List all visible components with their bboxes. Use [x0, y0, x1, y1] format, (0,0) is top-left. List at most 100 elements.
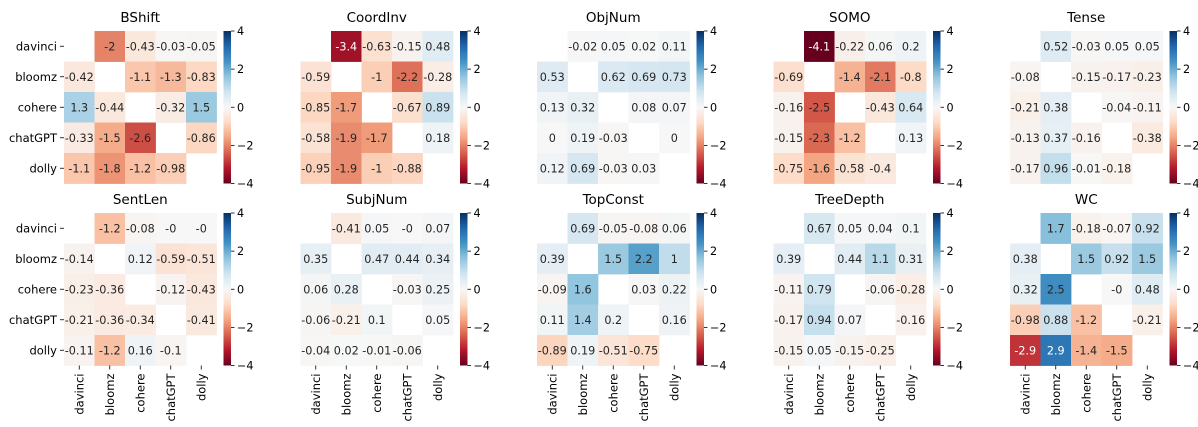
cell-value-label: -0.28 [896, 283, 925, 296]
cell-value-label: -0.88 [393, 162, 422, 175]
cell-value-label: 0.31 [898, 253, 923, 266]
cell-value-label: -0.06 [393, 344, 422, 357]
cell-value-label: -0.8 [900, 71, 922, 84]
cell-value-label: 0.06 [303, 283, 328, 296]
cell-value-label: -0.86 [187, 132, 216, 145]
heatmap-cell [537, 92, 568, 123]
cell-value-label: 0 [549, 132, 556, 145]
cell-value-label: -0.07 [1102, 222, 1131, 235]
heatmap-cell [361, 61, 393, 93]
heatmap-cell [773, 243, 805, 275]
heatmap-cell [300, 304, 332, 336]
panel-title: BShift [120, 10, 160, 26]
cell-value-label: 0.13 [540, 101, 565, 114]
colorbar [223, 31, 231, 184]
cell-value-label: -0.28 [423, 71, 452, 84]
heatmap-cell [628, 92, 660, 123]
cell-value-label: -0.05 [187, 40, 216, 53]
cell-value-label: -0.41 [332, 222, 361, 235]
heatmap-cell [1010, 61, 1041, 93]
heatmap-cell [804, 335, 835, 366]
cell-value-label: -1 [371, 71, 382, 84]
cell-value-label: -0.75 [774, 162, 803, 175]
heatmap-cell [392, 92, 423, 123]
cell-value-label: 0.38 [1043, 101, 1068, 114]
heatmap-cell [1101, 335, 1133, 366]
cell-value-label: 0.19 [570, 132, 595, 145]
colorbar-tick-label: −2 [1183, 321, 1198, 334]
x-tick-label: dolly [431, 373, 445, 401]
heatmap-cell [1010, 243, 1041, 275]
cell-value-label: -0.13 [1011, 132, 1040, 145]
heatmap-cell [331, 274, 362, 305]
cell-value-label: 1 [671, 253, 678, 266]
cell-value-label: -0.11 [65, 344, 94, 357]
heatmap-cell [1101, 274, 1133, 305]
heatmap-cell [804, 153, 835, 184]
heatmap-cell [331, 122, 362, 154]
cell-value-label: -0.59 [156, 253, 185, 266]
y-tick-label: cohere [18, 100, 57, 114]
cell-value-label: -1.9 [335, 162, 357, 175]
colorbar-tick-label: 4 [237, 25, 244, 38]
x-tick-label: davinci [782, 374, 796, 415]
colorbar-tick-label: −2 [237, 139, 254, 152]
cell-value-label: -1 [371, 162, 382, 175]
colorbar-tick-label: 4 [710, 207, 717, 220]
heatmap-cell [1132, 122, 1163, 154]
colorbar-tick-label: −4 [474, 178, 491, 191]
colorbar-tick-label: −4 [1183, 360, 1198, 373]
x-tick-label: chatGPT [637, 373, 651, 422]
heatmap-cell [537, 274, 568, 305]
colorbar-tick-label: −2 [237, 321, 254, 334]
x-tick-label: davinci [1018, 374, 1032, 415]
heatmap-cell [331, 31, 362, 62]
cell-value-label: -1.4 [839, 71, 861, 84]
cell-value-label: 0.52 [1043, 40, 1068, 53]
colorbar-tick-label: 0 [237, 101, 244, 114]
cell-value-label: 0.05 [807, 344, 832, 357]
heatmap-cell [1132, 92, 1163, 123]
cell-value-label: -2 [104, 40, 115, 53]
heatmap-cell [155, 31, 187, 62]
heatmap-cell [155, 213, 187, 244]
cell-value-label: -0.85 [301, 101, 330, 114]
heatmap-cell [331, 153, 362, 184]
cell-value-label: -0.03 [599, 162, 628, 175]
cell-value-label: 0.11 [662, 40, 687, 53]
heatmap-cell [834, 304, 866, 336]
heatmap-cell [1071, 335, 1102, 366]
heatmap-cell [300, 61, 332, 93]
x-tick-label: cohere [843, 374, 857, 413]
y-tick-label: davinci [16, 39, 57, 53]
cell-value-label: -1.2 [99, 222, 121, 235]
heatmap-cell [331, 304, 362, 336]
colorbar-tick-label: 0 [947, 101, 954, 114]
colorbar-tick-label: 4 [710, 25, 717, 38]
heatmap-cell [1040, 304, 1072, 336]
cell-value-label: 0.48 [425, 40, 450, 53]
panel-title: TopConst [582, 192, 644, 208]
heatmap-cell [598, 122, 629, 154]
heatmap-cell [598, 61, 629, 93]
cell-value-label: -0.41 [187, 314, 216, 327]
heatmap-cell [804, 92, 835, 123]
cell-value-label: -0.21 [65, 314, 94, 327]
heatmap-cell [1101, 153, 1133, 184]
heatmap-cell [125, 335, 156, 366]
heatmap-cell [865, 153, 896, 184]
cell-value-label: -0.75 [629, 344, 658, 357]
colorbar [1169, 31, 1177, 184]
panel-title: SubjNum [346, 192, 407, 208]
x-tick-label: bloomz [103, 374, 117, 416]
cell-value-label: -1.5 [1106, 344, 1128, 357]
cell-value-label: -0.01 [362, 344, 391, 357]
heatmap-cell [186, 122, 217, 154]
colorbar-tick-label: 2 [710, 63, 717, 76]
heatmap-cell [392, 243, 423, 275]
heatmap-cell [155, 92, 187, 123]
heatmap-cell [598, 335, 629, 366]
cell-value-label: 0.05 [1104, 40, 1129, 53]
cell-value-label: -0.38 [1133, 132, 1162, 145]
cell-value-label: -0.21 [1011, 101, 1040, 114]
